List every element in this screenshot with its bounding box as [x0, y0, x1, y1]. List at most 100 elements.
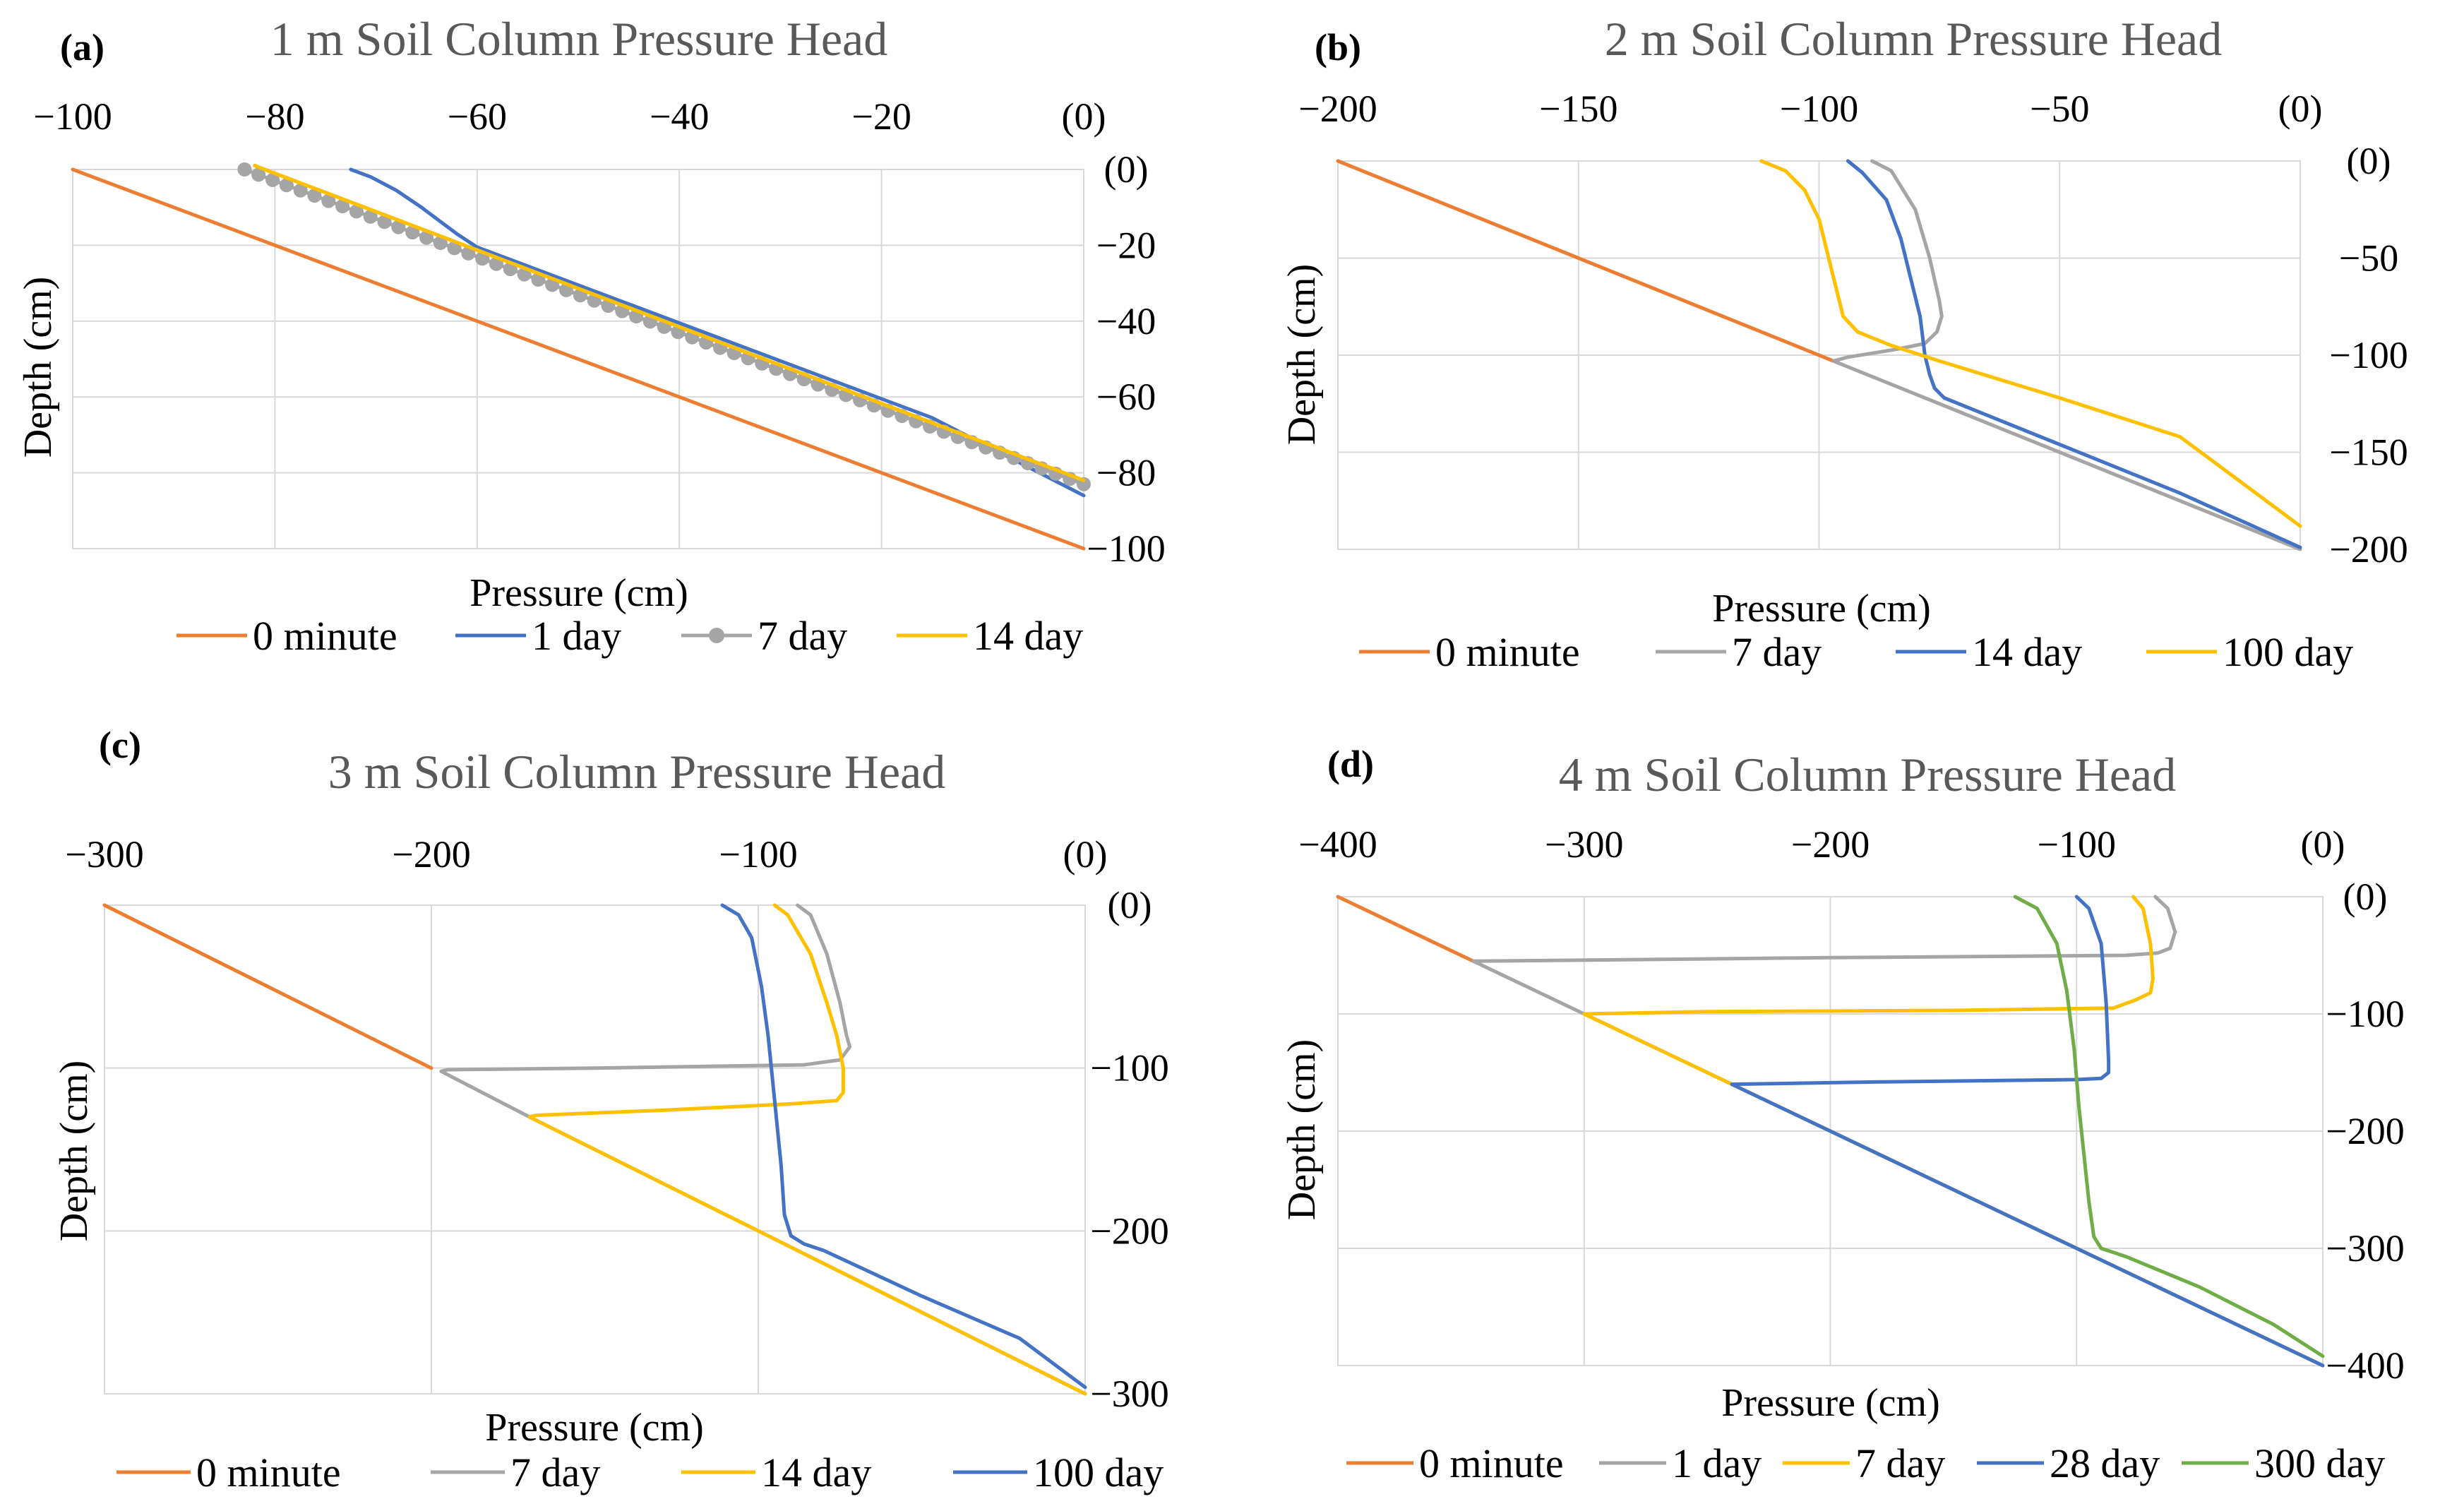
series-line-100-day [720, 903, 1087, 1390]
y-tick-label: −60 [1096, 376, 1156, 418]
legend-label: 0 minute [1435, 629, 1580, 675]
chart-title: 3 m Soil Column Pressure Head [328, 745, 946, 799]
x-tick-label: −150 [1539, 88, 1617, 130]
x-tick-label: −80 [245, 95, 304, 138]
series-line-0-minute [1336, 159, 1836, 363]
legend-label: 0 minute [196, 1450, 341, 1495]
x-tick-label: −50 [2030, 88, 2089, 130]
y-tick-label: −100 [2329, 334, 2408, 376]
legend-label: 1 day [1672, 1440, 1762, 1486]
legend-label: 0 minute [253, 613, 397, 659]
legend-label: 7 day [758, 613, 847, 659]
legend-label: 0 minute [1419, 1440, 1564, 1486]
series-marker [293, 183, 308, 198]
x-tick-label: −20 [851, 95, 911, 138]
x-tick-label: −100 [33, 95, 112, 138]
y-tick-label: −300 [1090, 1373, 1168, 1415]
series-line-7-day [1831, 159, 2302, 551]
x-tick-label: (0) [1063, 833, 1108, 876]
series-line-7-day [439, 903, 1087, 1396]
panel-label: (c) [99, 724, 141, 766]
x-tick-label: −200 [1298, 88, 1377, 130]
y-axis-title: Depth (cm) [52, 1061, 96, 1242]
series-line-0-minute [102, 903, 433, 1070]
y-axis-title: Depth (cm) [16, 277, 60, 458]
legend: 0 minute 1 day 7 day 28 day 300 day [1346, 1440, 2385, 1486]
legend-label: 1 day [532, 613, 621, 659]
series-line-300-day [2013, 895, 2325, 1358]
chart-panel-1: (a) 1 m Soil Column Pressure Head −100 −80 −… [16, 12, 1166, 659]
legend-label: 14 day [1972, 629, 2082, 675]
series-line-1-day [349, 167, 1086, 498]
y-tick-label: −200 [2326, 1110, 2404, 1152]
series-line-14-day [1846, 159, 2302, 549]
legend-label: 7 day [510, 1450, 600, 1495]
series-line-0-minute [71, 167, 1086, 551]
x-tick-label: (0) [2301, 823, 2345, 866]
y-tick-label: (0) [2343, 876, 2388, 918]
series-marker [363, 209, 378, 224]
legend-label: 14 day [973, 613, 1083, 659]
legend-label: 14 day [761, 1450, 871, 1495]
x-tick-label: −40 [650, 95, 709, 138]
x-tick-label: −400 [1298, 823, 1377, 866]
legend: 0 minute 1 day 7 day 14 day [177, 613, 1083, 659]
x-tick-label: −100 [719, 833, 797, 876]
series-marker [251, 167, 266, 182]
series-marker [307, 189, 322, 203]
series-marker [349, 204, 364, 219]
y-tick-label: −100 [1090, 1047, 1168, 1089]
y-tick-label: −200 [1090, 1210, 1168, 1252]
plot-area-frame [104, 904, 1086, 1394]
panel-label: (a) [60, 26, 104, 68]
y-tick-label: (0) [1108, 884, 1152, 926]
series-line-100-day [1759, 159, 2302, 528]
legend-label: 7 day [1855, 1440, 1945, 1486]
y-tick-label: −150 [2329, 431, 2408, 474]
chart-title: 4 m Soil Column Pressure Head [1559, 748, 2177, 801]
panel-label: (b) [1315, 26, 1361, 68]
series-marker [265, 172, 280, 187]
chart-title: 1 m Soil Column Pressure Head [270, 12, 888, 66]
plot-area-frame [72, 169, 1084, 549]
x-axis-title: Pressure (cm) [1721, 1381, 1939, 1425]
y-axis-title: Depth (cm) [1280, 264, 1324, 446]
y-tick-label: (0) [1104, 148, 1149, 191]
panel-label: (d) [1327, 743, 1374, 785]
legend-label: 100 day [1033, 1450, 1164, 1495]
series-line-0-minute [1336, 895, 1476, 963]
chart-panel-3: (c) 3 m Soil Column Pressure Head −300 −200… [52, 724, 1169, 1495]
series-marker [279, 178, 294, 193]
x-tick-label: −60 [448, 95, 507, 138]
x-tick-label: −200 [392, 833, 470, 876]
y-tick-label: −20 [1096, 224, 1156, 266]
x-axis-title: Pressure (cm) [485, 1406, 703, 1450]
legend-marker [709, 628, 724, 643]
series-line-14-day [527, 903, 1087, 1396]
x-tick-label: −300 [1545, 823, 1623, 866]
y-tick-label: −400 [2326, 1344, 2404, 1387]
y-tick-label: −80 [1096, 452, 1156, 494]
chart-panel-4: (d) 4 m Soil Column Pressure Head −400 −300… [1280, 743, 2405, 1486]
series-line-14-day-overlay [253, 164, 1086, 482]
x-tick-label: (0) [2278, 88, 2323, 130]
series-marker [405, 225, 420, 240]
y-tick-label: −200 [2329, 528, 2408, 571]
y-tick-label: −100 [1087, 527, 1165, 570]
y-tick-label: −50 [2339, 237, 2398, 280]
series-marker [391, 220, 406, 234]
series-line-28-day [1730, 895, 2325, 1368]
y-tick-label: (0) [2347, 140, 2391, 182]
legend-label: 300 day [2254, 1440, 2385, 1486]
legend-label: 100 day [2223, 629, 2353, 675]
x-tick-label: −100 [2038, 823, 2116, 866]
x-axis-title: Pressure (cm) [470, 571, 688, 615]
series-marker [377, 215, 392, 229]
y-tick-label: −300 [2326, 1227, 2404, 1270]
chart-title: 2 m Soil Column Pressure Head [1605, 12, 2223, 66]
legend-label: 7 day [1732, 629, 1822, 675]
x-tick-label: (0) [1062, 95, 1106, 138]
legend-label: 28 day [2050, 1440, 2160, 1486]
